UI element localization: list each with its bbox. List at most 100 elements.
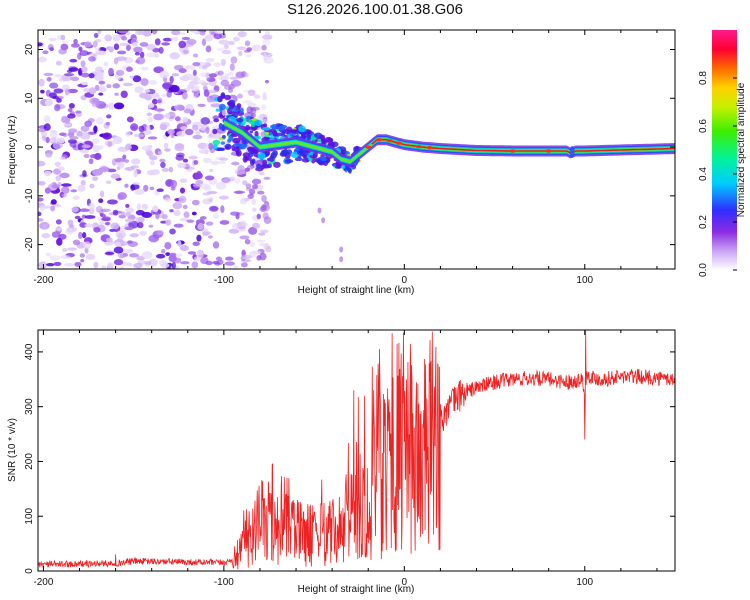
spectrogram-cell (67, 219, 74, 226)
spectrogram-cell (218, 103, 226, 111)
spectrogram-cell (186, 168, 193, 173)
spectrogram-cell (186, 38, 197, 45)
spectrogram-cell (212, 241, 220, 249)
spectrogram-cell (189, 64, 196, 72)
spectrogram-cell (148, 155, 158, 161)
spectrogram-cell (188, 80, 200, 86)
spectrogram-frame (37, 29, 676, 270)
spectrogram-cell (175, 104, 185, 111)
spectrogram-cell (210, 206, 218, 211)
spectrogram-cell (105, 180, 112, 184)
spectrogram-cell (55, 175, 61, 182)
spectrogram-ytick-label: -20 (24, 237, 35, 252)
spectrogram-cell (182, 116, 189, 123)
snr-ytick-label: 400 (24, 343, 35, 360)
spectrogram-cell (82, 232, 87, 239)
spectrogram-cell (208, 235, 213, 239)
spectrogram-cell (249, 242, 255, 248)
spectrogram-cell (68, 103, 75, 109)
spectrogram-cell (314, 132, 323, 138)
spectrogram-cell (133, 262, 143, 269)
spectrogram-cell (281, 130, 286, 135)
spectrogram-cell (169, 252, 177, 257)
spectrogram-cell (192, 124, 199, 131)
spectrogram-cell (183, 108, 192, 114)
spectrogram-cell (170, 36, 179, 42)
spectrogram-cell (74, 261, 82, 267)
spectrogram-cell (46, 77, 52, 82)
spectrogram-cell (279, 151, 286, 157)
snr-ticks: -200 -100 0 100 0 100 200 300 400 (24, 330, 675, 588)
spectrogram-cell (164, 113, 171, 119)
spectrogram-cell (124, 131, 132, 137)
spectrogram-cell (97, 216, 102, 221)
spectrogram-cell (168, 166, 174, 173)
spectrogram-cell (84, 223, 95, 228)
spectrogram-cell (230, 101, 235, 108)
spectrogram-cell (60, 34, 66, 41)
spectrogram-cell (120, 90, 128, 99)
spectrogram-cell (232, 137, 241, 144)
spectrogram-cell (227, 138, 232, 143)
spectrogram-cell (306, 134, 312, 141)
spectrogram-cell (119, 266, 125, 269)
spectrogram-cell (44, 187, 51, 194)
spectrogram-cell (144, 94, 153, 101)
spectrogram-cell (178, 195, 187, 204)
spectrogram-cell (129, 123, 139, 132)
spectrogram-cell (210, 160, 220, 166)
spectrogram-cell (272, 132, 278, 137)
spectrogram-cell (161, 167, 170, 173)
spectrogram-cell (183, 211, 190, 219)
spectrogram-cell (210, 103, 222, 108)
spectrogram-cell (73, 38, 78, 45)
spectrogram-cell (154, 53, 160, 58)
spectrogram-cell (246, 47, 252, 52)
spectrogram-cell (146, 125, 151, 133)
spectrogram-cell (204, 175, 215, 181)
spectrogram-cell (169, 75, 174, 84)
spectrogram-xtick-label: -200 (33, 275, 53, 286)
spectrogram-cell (221, 135, 226, 139)
spectrogram-cell (141, 251, 153, 259)
spectrogram-cell (69, 136, 79, 140)
spectrogram-cell (258, 243, 267, 247)
spectrogram-cell (72, 195, 80, 201)
spectrogram-cell (149, 159, 155, 166)
spectrogram-cell (122, 82, 134, 87)
spectrogram-cell (81, 72, 90, 78)
spectrogram-cell (114, 241, 122, 247)
spectrogram-cell (59, 132, 67, 137)
spectrogram-cell (339, 246, 344, 253)
spectrogram-cell (180, 261, 190, 265)
spectrogram-cell (59, 172, 70, 179)
spectrogram-cell (254, 130, 259, 138)
snr-xlabel: Height of straight line (km) (298, 584, 415, 595)
spectrogram-cell (192, 183, 201, 188)
spectrogram-cell (38, 218, 44, 222)
spectrogram-cell (136, 256, 145, 261)
spectrogram-cell (218, 195, 229, 200)
spectrogram-cell (312, 151, 318, 159)
spectrogram-cell (62, 40, 68, 44)
spectrogram-cell (101, 265, 107, 269)
spectrogram-cell (88, 158, 94, 165)
spectrogram-cell (142, 30, 152, 37)
spectrogram-cell (179, 178, 188, 184)
snr-xtick-label: 100 (576, 577, 593, 588)
spectrogram-cell (128, 253, 139, 258)
spectrogram-cell (100, 208, 111, 212)
spectrogram-cell (55, 161, 61, 168)
spectrogram-cell (108, 102, 116, 110)
spectrogram-cell (168, 254, 177, 263)
spectrogram-cell (186, 219, 195, 223)
spectrogram-cell (262, 212, 269, 220)
spectrogram-cell (164, 197, 171, 202)
spectrogram-cell (88, 56, 96, 62)
spectrogram-cell (218, 75, 225, 81)
spectrogram-cell (157, 151, 163, 155)
spectrogram-cell (133, 133, 145, 138)
spectrogram-cell (118, 161, 125, 169)
spectrogram-cell (262, 164, 270, 169)
spectrogram-cell (106, 114, 112, 119)
